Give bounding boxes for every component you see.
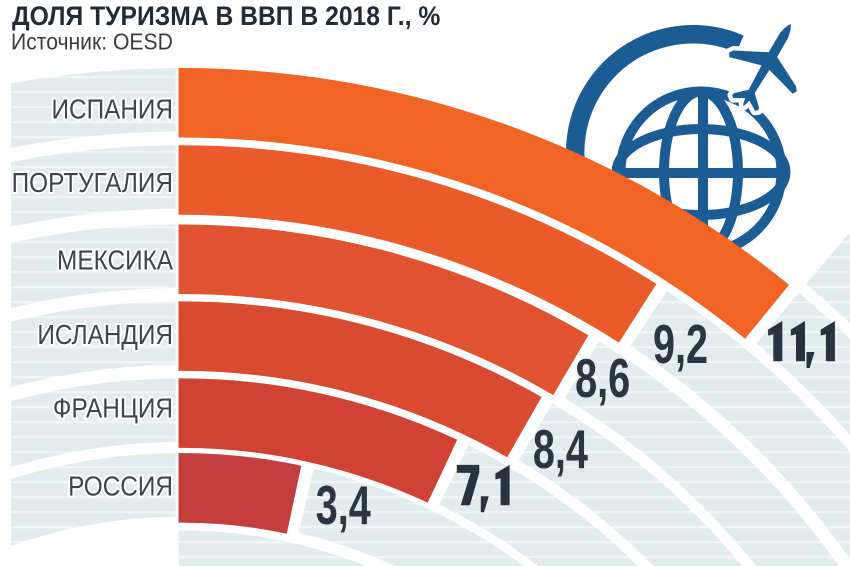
svg-text:ПОРТУГАЛИЯ: ПОРТУГАЛИЯ [12,166,173,198]
svg-text:РОССИЯ: РОССИЯ [68,470,173,502]
svg-text:3,4: 3,4 [316,476,371,537]
svg-text:МЕКСИКА: МЕКСИКА [57,244,173,276]
svg-text:ИСЛАНДИЯ: ИСЛАНДИЯ [37,318,173,350]
svg-text:Источник: OESD: Источник: OESD [11,29,173,55]
svg-text:ИСПАНИЯ: ИСПАНИЯ [51,93,173,125]
svg-text:9,2: 9,2 [653,315,708,376]
svg-text:ДОЛЯ ТУРИЗМА В ВВП В 2018 Г.,: ДОЛЯ ТУРИЗМА В ВВП В 2018 Г., % [12,2,440,31]
svg-text:8,4: 8,4 [533,420,588,481]
svg-text:8,6: 8,6 [575,349,630,410]
svg-text:ФРАНЦИЯ: ФРАНЦИЯ [53,392,173,424]
